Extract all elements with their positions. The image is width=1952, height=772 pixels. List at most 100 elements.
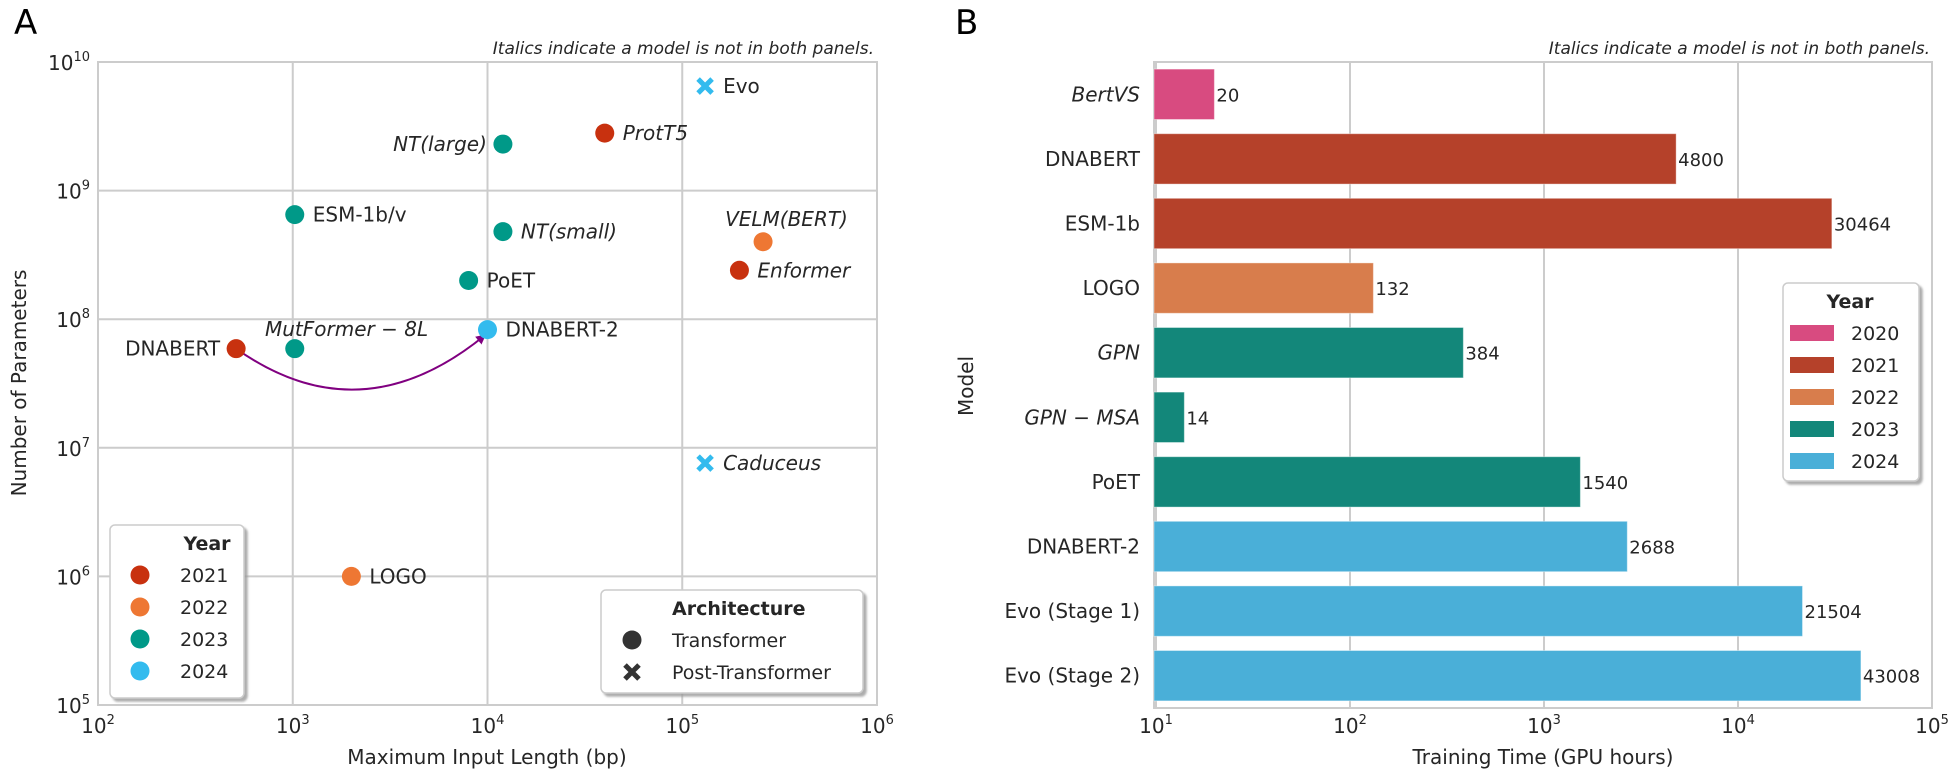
panel-b-x-tick-label: 104 bbox=[1721, 713, 1755, 738]
panel-a-x-tick-label-exponent: 6 bbox=[886, 713, 894, 728]
point-label-nt-large: NT(large) bbox=[393, 132, 487, 156]
category-label-evo-stage-1: Evo (Stage 1) bbox=[1004, 599, 1140, 623]
panel-a-y-tick-label-exponent: 10 bbox=[73, 50, 90, 65]
panel-b-x-tick-label-exponent: 4 bbox=[1747, 713, 1755, 728]
panel-a-y-tick-label-base: 10 bbox=[56, 694, 81, 718]
panel-a-y-tick-label-base: 10 bbox=[56, 437, 81, 461]
panel-a-x-tick-label: 105 bbox=[665, 713, 699, 738]
panel-b-x-tick-label-exponent: 5 bbox=[1941, 713, 1949, 728]
bar-value-label: 20 bbox=[1216, 85, 1239, 106]
bar-dnabert bbox=[1153, 133, 1677, 185]
panel-a-y-tick-label-exponent: 6 bbox=[82, 564, 90, 579]
legend-label-2022: 2022 bbox=[180, 597, 228, 619]
legend-swatch-2022 bbox=[130, 597, 150, 617]
category-label-logo: LOGO bbox=[1083, 276, 1140, 300]
panel-b-x-tick-label: 103 bbox=[1527, 713, 1561, 738]
point-prott5 bbox=[595, 123, 615, 143]
category-label-dnabert-2: DNABERT-2 bbox=[1027, 535, 1140, 559]
panel-a-y-tick-label-base: 10 bbox=[48, 51, 73, 75]
panel-a-letter: A bbox=[14, 3, 37, 43]
panel-a-x-axis-label: Maximum Input Length (bp) bbox=[347, 745, 626, 769]
panel-b-x-tick-label-base: 10 bbox=[1915, 714, 1940, 738]
panel-b-x-axis-label: Training Time (GPU hours) bbox=[1412, 745, 1674, 769]
panel-b-bars: 20 BertVS 4800 DNABERT 30464 ESM-1b 132 LOGO 384… bbox=[1004, 68, 1920, 702]
bar-value-label: 14 bbox=[1186, 408, 1209, 429]
point-logo bbox=[341, 566, 361, 586]
bar-gpn-msa bbox=[1153, 391, 1185, 443]
panel-a-y-tick-label-base: 10 bbox=[56, 180, 81, 204]
legend-label-2023: 2023 bbox=[180, 629, 228, 651]
panel-b-frame bbox=[1153, 61, 1933, 709]
panel-a-y-tick-label: 106 bbox=[56, 564, 90, 589]
panel-a-y-tick-label: 108 bbox=[56, 307, 90, 332]
panel-a-x-tick-label: 102 bbox=[81, 713, 115, 738]
bar-value-label: 30464 bbox=[1834, 215, 1891, 236]
panel-b-x-tick-label-exponent: 1 bbox=[1165, 713, 1173, 728]
bar-gpn bbox=[1153, 327, 1464, 379]
legend-swatch-2022 bbox=[1790, 389, 1834, 405]
panel-a-x-tick-label: 104 bbox=[471, 713, 505, 738]
transformer-marker-icon bbox=[622, 630, 642, 650]
legend-label-2023: 2023 bbox=[1851, 419, 1899, 441]
legend-label-post-transformer: Post-Transformer bbox=[672, 662, 831, 684]
bar-esm-1b bbox=[1153, 197, 1833, 250]
panel-b-x-tick-label-base: 10 bbox=[1721, 714, 1746, 738]
panel-a-scatter: Italics indicate a model is not in both … bbox=[7, 39, 894, 769]
legend-title: Architecture bbox=[672, 598, 805, 620]
legend-swatch-2024 bbox=[1790, 453, 1834, 469]
point-nt-large bbox=[493, 134, 513, 154]
point-caduceus bbox=[696, 454, 714, 472]
panel-a-y-tick-label: 109 bbox=[56, 179, 90, 204]
panel-a-y-tick-label-base: 10 bbox=[56, 308, 81, 332]
panel-a-x-tick-label: 106 bbox=[860, 713, 894, 738]
point-label-caduceus: Caduceus bbox=[723, 451, 821, 475]
panel-a-y-axis-label: Number of Parameters bbox=[7, 270, 31, 497]
bar-value-label: 43008 bbox=[1863, 667, 1920, 688]
panel-a-x-tick-label-exponent: 5 bbox=[691, 713, 699, 728]
legend-swatch-2023 bbox=[1790, 421, 1834, 437]
point-label-dnabert-2: DNABERT-2 bbox=[506, 318, 619, 342]
panel-b-x-tick-label-base: 10 bbox=[1333, 714, 1358, 738]
post-transformer-marker-icon bbox=[623, 663, 641, 681]
bar-logo bbox=[1153, 262, 1374, 314]
legend-label-transformer: Transformer bbox=[671, 630, 786, 652]
legend-label-2021: 2021 bbox=[180, 565, 228, 587]
legend-swatch-2021 bbox=[130, 565, 150, 585]
panel-a-y-tick-label: 107 bbox=[56, 436, 90, 461]
panel-a-y-tick-label-base: 10 bbox=[56, 565, 81, 589]
panel-a-x-tick-label-exponent: 2 bbox=[107, 713, 115, 728]
legend-swatch-2021 bbox=[1790, 357, 1834, 373]
point-label-nt-small: NT(small) bbox=[521, 220, 617, 244]
bar-value-label: 1540 bbox=[1582, 473, 1628, 494]
point-velm-bert bbox=[753, 232, 773, 252]
panel-b-x-ticks: 101 102 103 104 105 bbox=[1139, 713, 1949, 738]
panel-b-y-axis-label: Model bbox=[954, 356, 978, 416]
panel-a-x-ticks: 102 103 104 105 106 bbox=[81, 713, 894, 738]
point-label-esm-1b-v: ESM-1b/v bbox=[313, 203, 407, 227]
legend-swatch-2023 bbox=[130, 629, 150, 649]
point-label-mutformer-8l: MutFormer − 8L bbox=[265, 317, 428, 341]
legend-label-2020: 2020 bbox=[1851, 323, 1899, 345]
panel-a-x-tick-label: 103 bbox=[276, 713, 310, 738]
point-enformer bbox=[729, 260, 749, 280]
bar-evo-stage-2 bbox=[1153, 650, 1862, 702]
point-label-prott5: ProtT5 bbox=[623, 121, 688, 145]
bar-bertvs bbox=[1153, 68, 1215, 120]
panel-b-x-tick-label: 101 bbox=[1139, 713, 1173, 738]
dnabert-to-dnabert2-arrow bbox=[235, 334, 487, 391]
panel-b-note: Italics indicate a model is not in both … bbox=[1549, 39, 1930, 59]
x-marker bbox=[696, 77, 714, 95]
legend-title: Year bbox=[182, 533, 231, 555]
point-label-evo: Evo bbox=[723, 74, 760, 98]
point-label-dnabert: DNABERT bbox=[125, 337, 221, 361]
panel-a-y-tick-label: 105 bbox=[56, 693, 90, 718]
category-label-poet: PoET bbox=[1092, 470, 1141, 494]
panel-b-x-tick-label: 105 bbox=[1915, 713, 1949, 738]
panel-a-y-tick-label-exponent: 8 bbox=[82, 307, 90, 322]
x-marker bbox=[696, 454, 714, 472]
legend-swatch-2020 bbox=[1790, 325, 1834, 341]
legend-swatch-2024 bbox=[130, 661, 150, 681]
point-label-velm-bert: VELM(BERT) bbox=[725, 207, 848, 231]
